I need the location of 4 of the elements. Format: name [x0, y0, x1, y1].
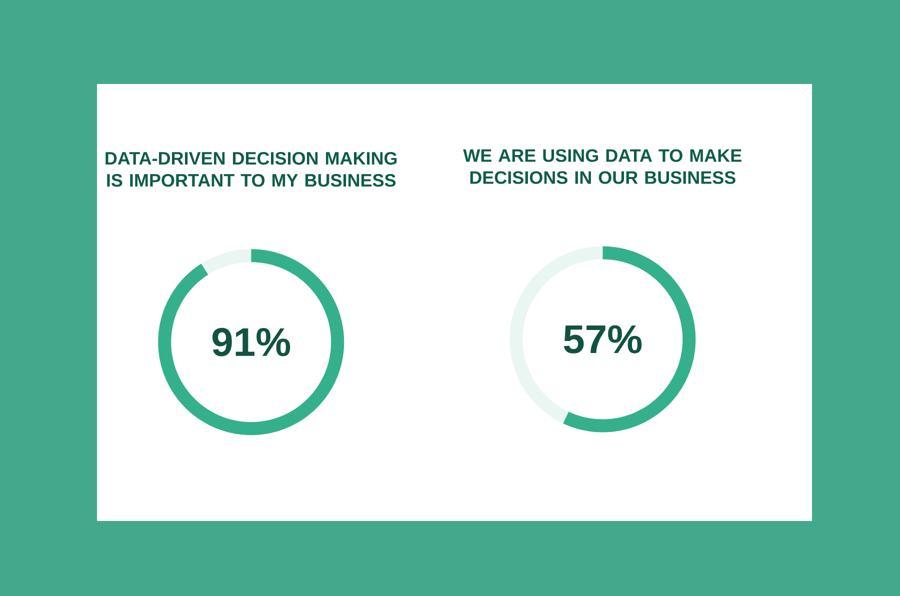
chart-title: DATA-DRIVEN DECISION MAKING IS IMPORTANT TO MY BUSINESS	[106, 152, 397, 187]
chart-title: WE ARE USING DATA TO MAKE DECISIONS IN OUR BUSINESS	[463, 149, 742, 184]
data-label: 57%	[564, 325, 642, 354]
data-label: 91%	[212, 328, 290, 356]
